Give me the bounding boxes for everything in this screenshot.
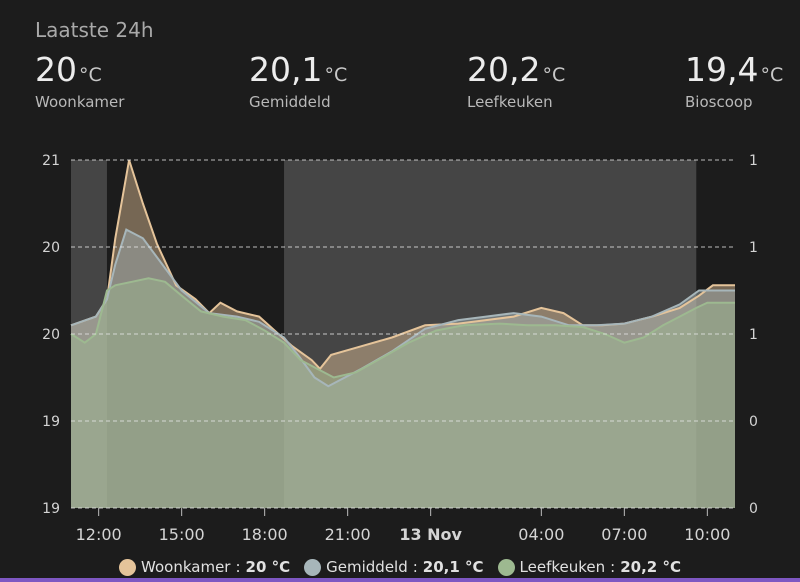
stat-label: Leefkeuken <box>467 93 553 111</box>
x-tick-label: 21:00 <box>325 525 371 544</box>
stat-label: Bioscoop <box>685 93 753 111</box>
series-area-leefkeuken <box>71 278 735 508</box>
y-right-tick-label: 0 <box>749 414 758 430</box>
stat-bioscoop[interactable]: 19,4 °C Bioscoop <box>685 50 783 111</box>
stat-leefkeuken[interactable]: 20,2 °C Leefkeuken <box>467 50 565 111</box>
stat-woonkamer[interactable]: 20 °C Woonkamer <box>35 50 124 111</box>
legend-item-woonkamer[interactable]: Woonkamer: 20 °C <box>119 558 290 576</box>
legend-name: Gemiddeld <box>326 558 408 576</box>
x-tick-label: 15:00 <box>159 525 205 544</box>
stat-value: 19,4 <box>685 50 759 89</box>
card-title: Laatste 24h <box>35 18 154 42</box>
y-right-tick-label: 1 <box>749 327 758 343</box>
y-left-tick-label: 20 <box>42 327 60 343</box>
legend-swatch <box>497 558 515 576</box>
legend-value: 20 °C <box>245 558 291 576</box>
x-tick-label: 07:00 <box>601 525 647 544</box>
x-tick-label: 04:00 <box>518 525 564 544</box>
y-left-tick-label: 21 <box>42 153 60 169</box>
x-tick-label: 18:00 <box>242 525 288 544</box>
series-area-gemiddeld <box>71 229 735 508</box>
stat-unit: °C <box>324 64 348 86</box>
y-right-tick-label: 1 <box>749 153 758 169</box>
stat-unit: °C <box>79 64 102 86</box>
legend-name: Leefkeuken <box>519 558 606 576</box>
legend-item-gemiddeld[interactable]: Gemiddeld: 20,1 °C <box>304 558 484 576</box>
x-tick-label: 12:00 <box>76 525 122 544</box>
y-left-tick-label: 19 <box>42 414 60 430</box>
stat-value: 20,1 <box>249 50 323 89</box>
stat-label: Woonkamer <box>35 93 125 111</box>
legend-item-leefkeuken[interactable]: Leefkeuken: 20,2 °C <box>497 558 681 576</box>
bottom-accent-line <box>0 578 800 582</box>
series-line-gemiddeld <box>70 228 735 388</box>
y-left-tick-label: 19 <box>42 501 60 517</box>
y-right-tick-label: 0 <box>749 501 758 517</box>
legend-name: Woonkamer <box>141 558 231 576</box>
temperature-chart[interactable]: 21 20 20 19 19 1 1 1 0 0 12:00 15:00 18:00 21:00 13 … <box>0 140 800 558</box>
stat-value: 20 <box>35 50 77 89</box>
stat-label: Gemiddeld <box>249 93 331 111</box>
stat-value: 20,2 <box>467 50 541 89</box>
chart-legend: Woonkamer: 20 °C Gemiddeld: 20,1 °C Leef… <box>0 558 800 576</box>
x-tick-label: 10:00 <box>684 525 730 544</box>
legend-value: 20,1 °C <box>422 558 484 576</box>
stat-unit: °C <box>542 64 566 86</box>
stat-unit: °C <box>760 64 784 86</box>
x-tick-label: 13 Nov <box>399 525 462 544</box>
y-right-tick-label: 1 <box>749 240 758 256</box>
y-left-tick-label: 20 <box>42 240 60 256</box>
legend-swatch <box>304 558 322 576</box>
legend-value: 20,2 °C <box>620 558 681 576</box>
series-line-leefkeuken <box>70 277 735 379</box>
legend-swatch <box>119 558 137 576</box>
stat-gemiddeld[interactable]: 20,1 °C Gemiddeld <box>249 50 347 111</box>
